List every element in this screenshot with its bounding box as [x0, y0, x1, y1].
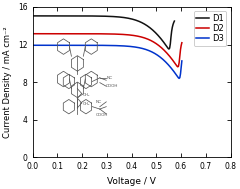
D1 — [168, 48, 170, 50]
Line: D1: D1 — [32, 16, 174, 49]
D1 — [158, 36, 161, 38]
D1 — [150, 28, 153, 30]
D2 — [105, 33, 108, 35]
D3 — [80, 44, 83, 46]
Y-axis label: Current Density / mA cm⁻²: Current Density / mA cm⁻² — [3, 26, 12, 138]
Legend: D1, D2, D3: D1, D2, D3 — [194, 11, 226, 46]
D2 — [117, 33, 120, 35]
D1 — [102, 15, 105, 17]
D3 — [74, 44, 77, 46]
D2 — [47, 33, 50, 35]
Line: D3: D3 — [32, 45, 182, 78]
D3 — [47, 44, 50, 46]
D1 — [32, 15, 35, 17]
D2 — [180, 42, 183, 44]
D2 — [128, 34, 131, 36]
D3 — [105, 44, 108, 46]
D2 — [74, 33, 77, 35]
D1 — [173, 20, 176, 22]
D1 — [31, 15, 34, 17]
D3 — [178, 77, 180, 80]
D1 — [61, 15, 64, 17]
D3 — [180, 60, 183, 62]
D3 — [128, 45, 131, 47]
D2 — [80, 33, 83, 35]
D3 — [31, 44, 34, 46]
D2 — [176, 66, 179, 68]
D3 — [117, 45, 120, 47]
Line: D2: D2 — [32, 34, 182, 67]
D2 — [31, 33, 34, 35]
X-axis label: Voltage / V: Voltage / V — [107, 177, 156, 186]
D1 — [98, 15, 101, 17]
